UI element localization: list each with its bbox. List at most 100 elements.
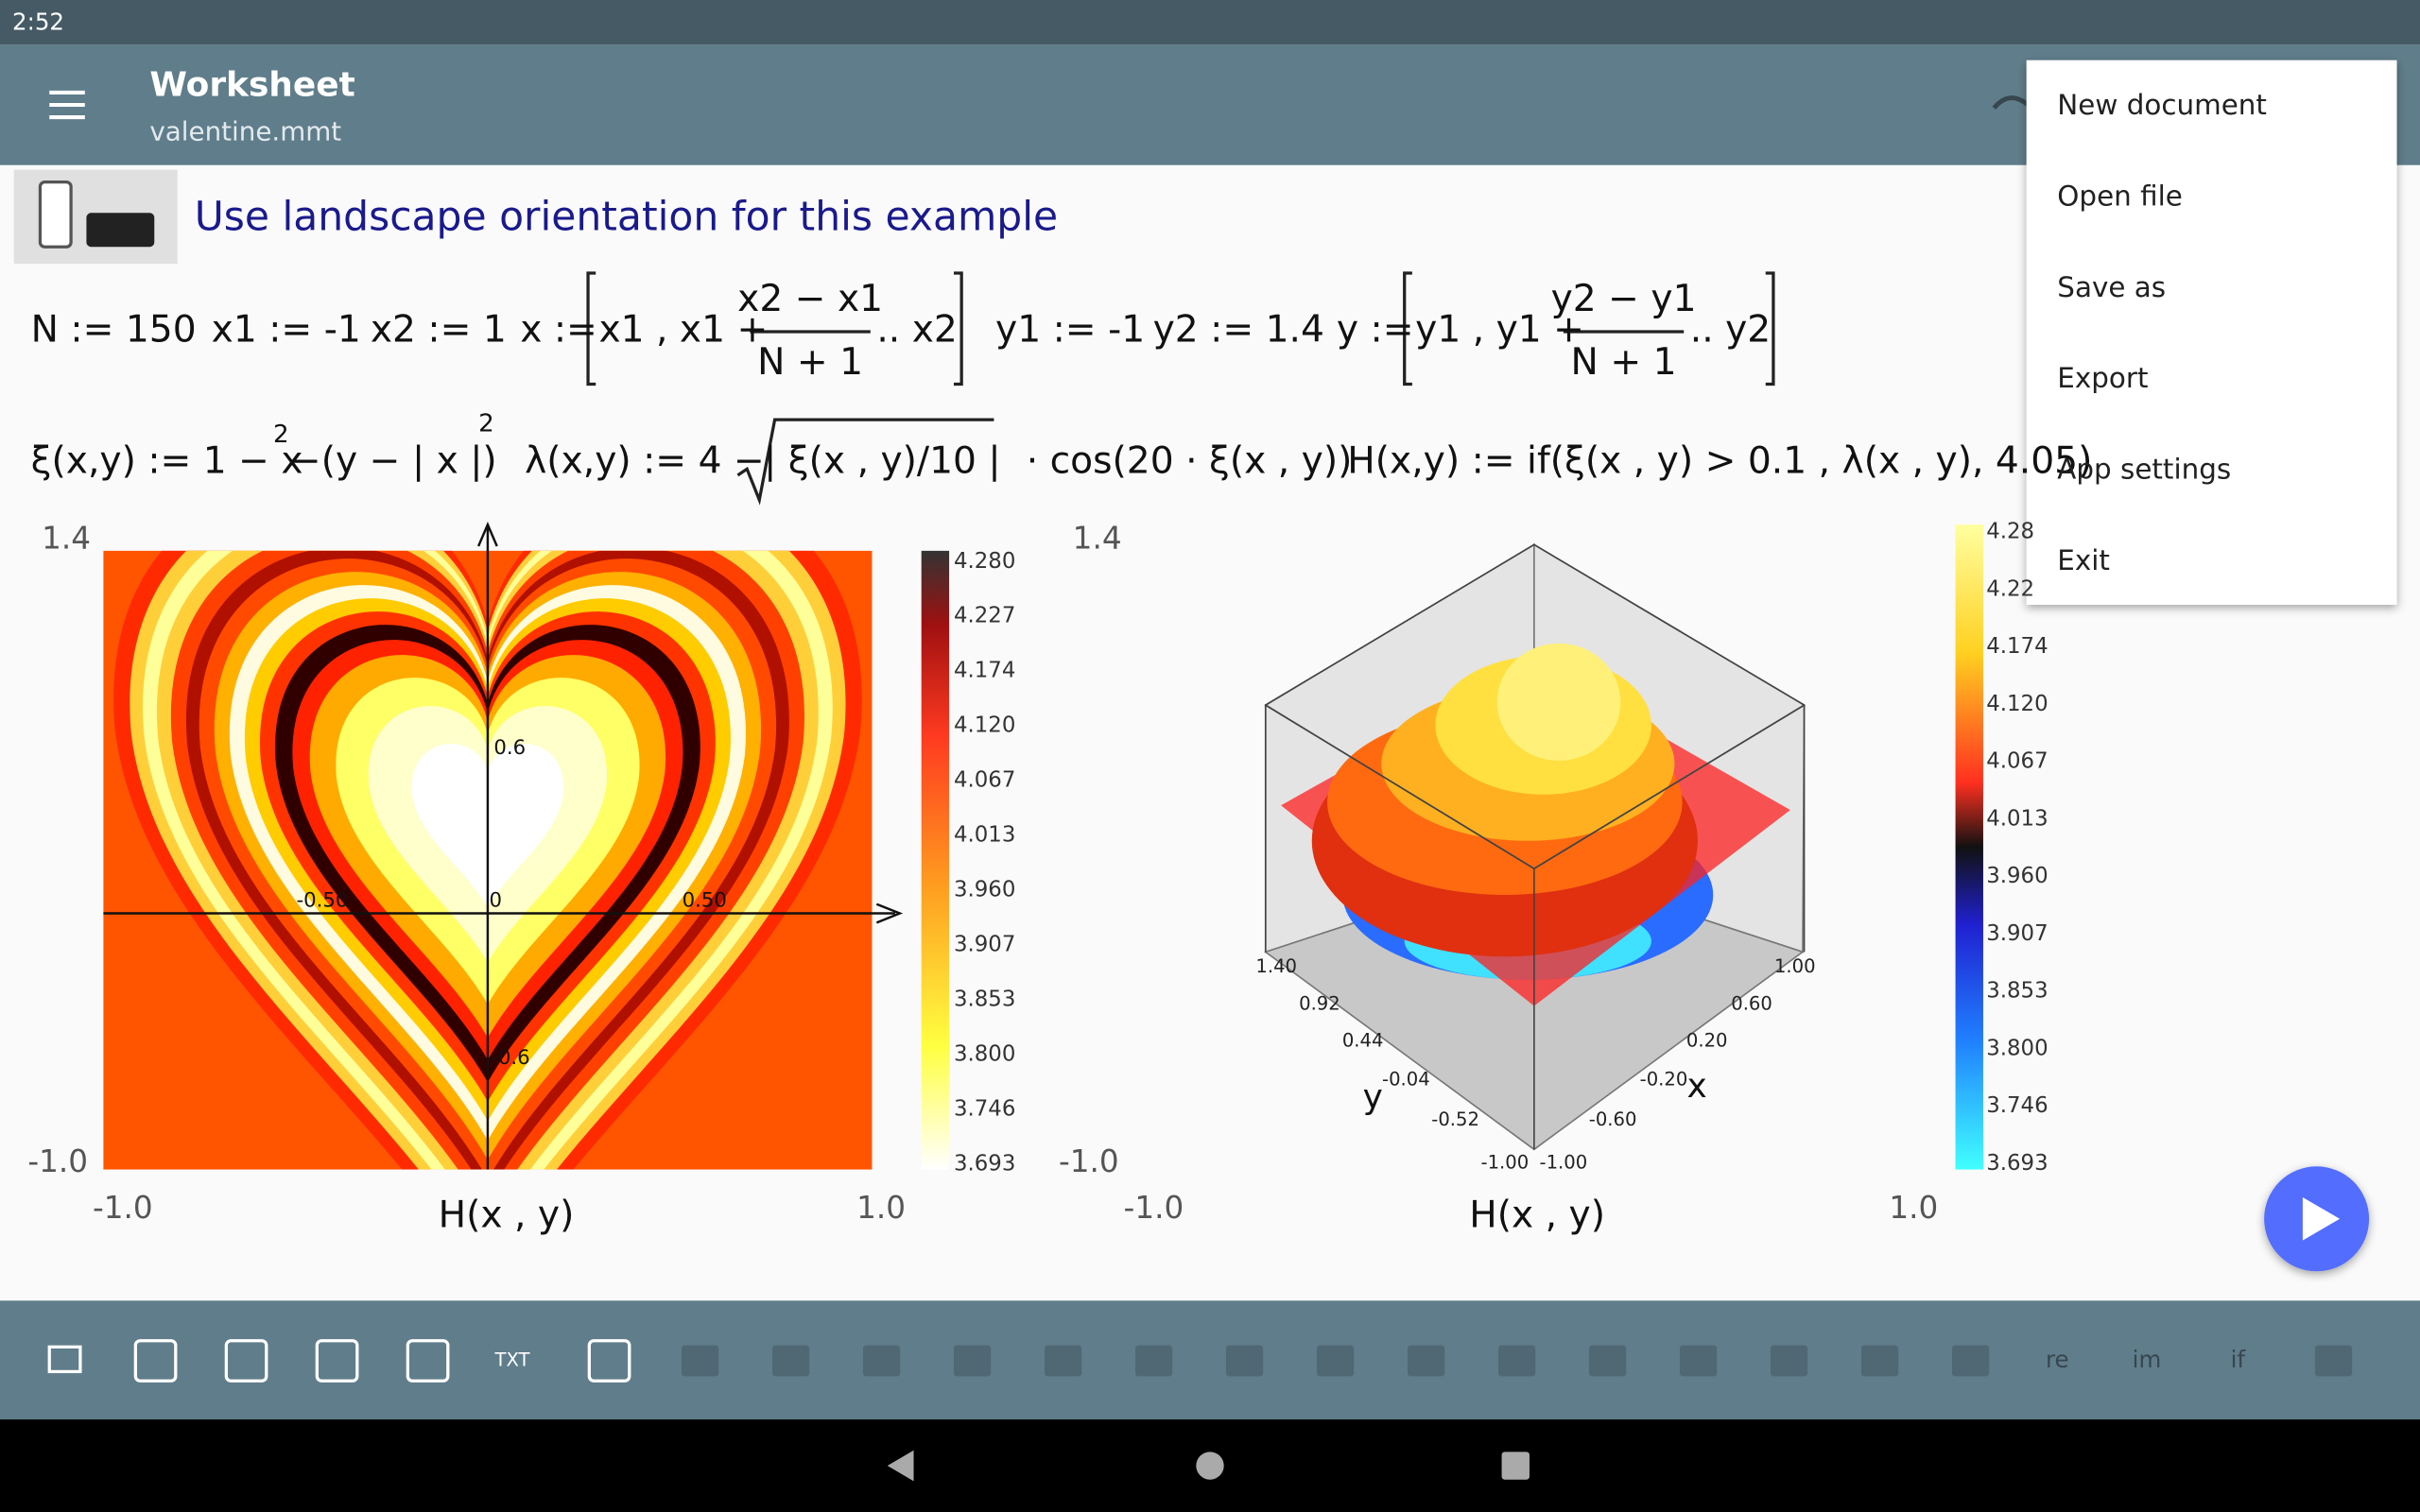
formula-text: x1 , x1 + xyxy=(598,309,768,352)
tool-icon[interactable] xyxy=(47,1345,82,1374)
tool-icon[interactable] xyxy=(1044,1345,1082,1377)
tick-label: -0.04 xyxy=(1382,1068,1430,1090)
axis-label: -1.0 xyxy=(27,1143,88,1179)
status-bar xyxy=(0,0,2420,45)
formula-text: y1 , y1 + xyxy=(1415,309,1584,352)
formula-text: y2 − y1 xyxy=(1551,278,1697,320)
tool-icon[interactable] xyxy=(1134,1345,1173,1377)
tick-label: 1.00 xyxy=(1774,955,1816,977)
tick-label: -0.20 xyxy=(1640,1068,1688,1090)
tick-label: -0.50 xyxy=(296,888,348,912)
overflow-menu xyxy=(2026,60,2397,606)
colorbar-label: 4.120 xyxy=(954,713,1015,738)
menu-item[interactable]: Exit xyxy=(2057,544,2110,576)
formula-text: H(x,y) := if(ξ(x , y) > 0.1 , λ(x , y), … xyxy=(1347,439,2092,482)
colorbar-label: 3.746 xyxy=(954,1096,1015,1121)
axis-name: y xyxy=(1363,1077,1383,1116)
formula-text: x2 := 1 xyxy=(371,309,507,352)
axis-name: x xyxy=(1686,1067,1706,1106)
formula-text: .. y2 xyxy=(1690,309,1771,352)
menu-button[interactable] xyxy=(49,90,85,120)
colorbar xyxy=(1955,524,1983,1170)
toolbar xyxy=(0,1300,2420,1420)
menu-item[interactable]: Save as xyxy=(2057,271,2166,303)
axis-title: H(x , y) xyxy=(1469,1194,1605,1237)
colorbar xyxy=(921,550,950,1170)
tool-icon[interactable] xyxy=(1316,1345,1355,1377)
colorbar-label: 3.746 xyxy=(1986,1093,2048,1118)
formula-text: N + 1 xyxy=(1571,341,1677,384)
tool-icon[interactable] xyxy=(1951,1345,1990,1377)
formula-text: ξ(x,y) := 1 − x xyxy=(31,439,303,482)
menu-item[interactable]: Open file xyxy=(2057,180,2183,212)
colorbar-label: 4.013 xyxy=(954,823,1015,848)
colorbar-label: 3.693 xyxy=(954,1151,1015,1176)
tick-label: 0.20 xyxy=(1686,1030,1728,1052)
colorbar-label: 3.960 xyxy=(1986,864,2048,888)
tool-icon[interactable] xyxy=(1225,1345,1264,1377)
formula-text: x2 − x1 xyxy=(737,278,883,320)
banner-text: Use landscape orientation for this examp… xyxy=(195,194,1058,240)
tool-icon[interactable] xyxy=(1497,1345,1536,1377)
colorbar-label: 4.013 xyxy=(1986,806,2048,831)
formula-text: x := xyxy=(520,309,597,352)
formula-text: .. x2 xyxy=(876,309,957,352)
axis-label: 1.0 xyxy=(1889,1190,1938,1226)
formula-text: 2 xyxy=(478,409,494,438)
tool-icon[interactable] xyxy=(406,1339,450,1383)
tool-icon[interactable] xyxy=(1770,1345,1808,1377)
colorbar-label: 4.067 xyxy=(1986,749,2048,774)
tool-icon[interactable] xyxy=(1679,1345,1718,1377)
formula-text: · cos(20 · ξ(x , y)) xyxy=(1027,439,1353,482)
tool-icon[interactable] xyxy=(2314,1345,2353,1377)
tool-label[interactable]: re xyxy=(2046,1346,2069,1373)
colorbar-label: 4.22 xyxy=(1986,577,2034,602)
tool-icon[interactable] xyxy=(1407,1345,1445,1377)
back-button[interactable] xyxy=(887,1450,914,1482)
tool-icon[interactable] xyxy=(953,1345,992,1377)
run-button[interactable] xyxy=(2264,1166,2370,1272)
colorbar-label: 3.693 xyxy=(1986,1151,2048,1176)
app-title: Worksheet xyxy=(149,65,354,104)
tool-label[interactable]: TXT xyxy=(494,1349,531,1370)
tick-label: 0.44 xyxy=(1342,1030,1384,1052)
tick-label: 0.50 xyxy=(683,888,727,912)
tool-label[interactable]: if xyxy=(2231,1346,2247,1373)
formula-text: | ξ(x , y)/10 | xyxy=(764,439,1000,482)
tool-label[interactable]: im xyxy=(2133,1346,2162,1373)
app-subtitle: valentine.mmt xyxy=(149,115,341,146)
colorbar-label: 3.907 xyxy=(954,933,1015,957)
home-button[interactable] xyxy=(1196,1452,1224,1480)
tool-icon[interactable] xyxy=(587,1339,631,1383)
tool-icon[interactable] xyxy=(1588,1345,1627,1377)
menu-item[interactable]: New document xyxy=(2057,89,2267,121)
tool-icon[interactable] xyxy=(862,1345,901,1377)
tool-icon[interactable] xyxy=(224,1339,268,1383)
axis-label: -1.0 xyxy=(93,1190,153,1226)
colorbar-label: 4.227 xyxy=(954,604,1015,628)
tool-icon[interactable] xyxy=(133,1339,178,1383)
menu-item[interactable]: Export xyxy=(2057,362,2148,394)
formula-text: x1 := -1 xyxy=(212,309,361,352)
tool-icon[interactable] xyxy=(315,1339,359,1383)
tool-icon[interactable] xyxy=(1860,1345,1899,1377)
colorbar-label: 3.800 xyxy=(1986,1036,2048,1060)
colorbar-label: 3.853 xyxy=(1986,979,2048,1004)
tool-icon[interactable] xyxy=(681,1345,719,1377)
tick-label: -0.60 xyxy=(1589,1108,1637,1130)
tool-icon[interactable] xyxy=(771,1345,810,1377)
tick-label: -0.52 xyxy=(1431,1108,1479,1130)
axis-title: H(x , y) xyxy=(439,1194,575,1237)
plot-3d xyxy=(1264,542,1806,1151)
tick-label: 1.40 xyxy=(1255,955,1297,977)
tick-label: -1.00 xyxy=(1481,1152,1530,1174)
tick-label: 0.60 xyxy=(1731,992,1772,1014)
undo-icon[interactable] xyxy=(1992,95,2030,110)
menu-item[interactable]: App settings xyxy=(2057,453,2231,485)
colorbar-label: 3.853 xyxy=(954,987,1015,1011)
recents-button[interactable] xyxy=(1501,1452,1530,1480)
colorbar-label: 4.28 xyxy=(1986,520,2034,544)
colorbar-label: 4.174 xyxy=(1986,634,2048,659)
formula-text: 2 xyxy=(273,421,289,449)
